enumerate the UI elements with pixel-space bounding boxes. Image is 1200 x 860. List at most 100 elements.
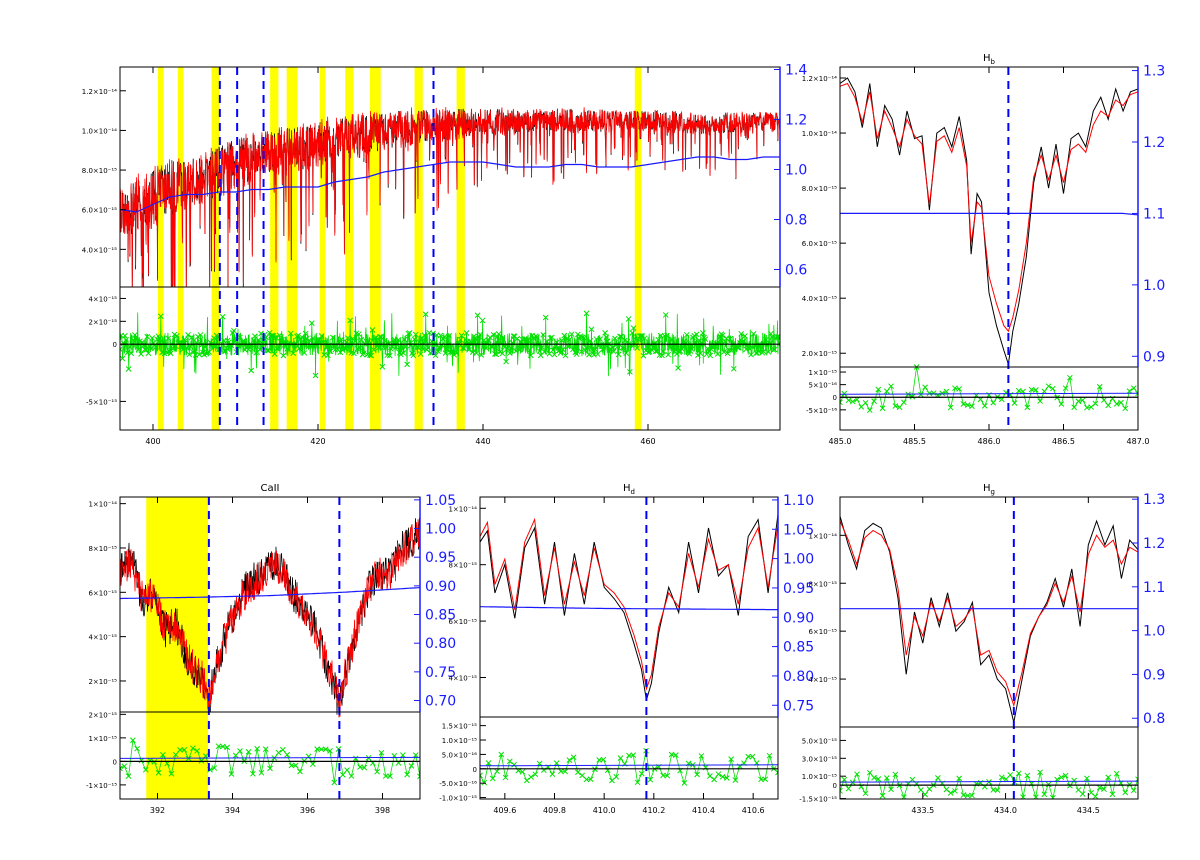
y-tick-label: 8×10⁻¹⁵ — [88, 545, 117, 553]
right-y-tick-label: 0.8 — [1143, 711, 1165, 727]
residual-y-tick-label: -1×10⁻¹⁵ — [86, 782, 117, 790]
right-y-tick-label: 0.80 — [425, 636, 456, 652]
residual-y-tick-label: 2×10⁻¹⁵ — [88, 318, 117, 326]
right-y-tick-label: 1.2 — [785, 113, 807, 129]
right-y-tick-label: 0.95 — [425, 550, 456, 566]
residual-trend-line — [840, 392, 1138, 395]
model-spectrum — [480, 517, 778, 691]
x-tick-label: 410.0 — [593, 806, 616, 815]
right-y-tick-label: 1.4 — [785, 63, 807, 79]
right-y-tick-label: 0.90 — [425, 579, 456, 595]
right-y-tick-label: 0.85 — [783, 640, 814, 656]
y-tick-label: 6×10⁻¹⁵ — [88, 589, 117, 597]
plot-area — [840, 67, 1138, 430]
residual-trend-line — [480, 764, 778, 767]
lower-frame — [119, 286, 781, 431]
residual-trend-line — [840, 780, 1138, 783]
y-tick-label: 1×10⁻¹⁴ — [448, 505, 477, 513]
right-y-tick-label: 0.90 — [783, 610, 814, 626]
x-tick-label: 392 — [150, 806, 165, 815]
y-tick-label: 4×10⁻¹⁵ — [448, 675, 477, 683]
model-spectrum — [840, 82, 1138, 333]
right-y-tick-label: 1.1 — [1143, 580, 1165, 596]
x-tick-label: 440 — [475, 437, 490, 446]
y-tick-label: 2.0×10⁻¹⁵ — [802, 350, 837, 358]
right-y-tick-label: 1.05 — [425, 493, 456, 509]
y-tick-label: 1.0×10⁻¹⁴ — [802, 130, 837, 138]
y-tick-label: 4.0×10⁻¹⁵ — [802, 295, 837, 303]
right-y-tick-label: 0.95 — [783, 581, 814, 597]
residual-y-tick-label: -1.5×10⁻¹⁵ — [799, 796, 837, 804]
continuum-curve — [840, 212, 1138, 216]
x-tick-label: 485.0 — [829, 437, 852, 446]
residual-y-tick-label: -5.0×10⁻¹⁶ — [439, 780, 477, 788]
continuum-curve — [480, 606, 778, 611]
x-tick-label: 410.4 — [692, 806, 715, 815]
right-y-tick-label: 0.75 — [783, 698, 814, 714]
residual-y-tick-label: 0 — [833, 394, 837, 402]
x-tick-label: 460 — [640, 437, 655, 446]
residual-y-tick-label: 3.0×10⁻¹⁵ — [802, 755, 837, 763]
panel-title: Hg — [983, 483, 995, 496]
right-y-tick-label: 0.85 — [425, 608, 456, 624]
observed-spectrum — [840, 77, 1138, 365]
residual-trend-line — [120, 756, 420, 759]
y-tick-label: 6×10⁻¹⁵ — [448, 618, 477, 626]
right-y-tick-label: 0.6 — [785, 263, 807, 279]
residual-y-tick-label: 5.0×10⁻¹⁶ — [442, 751, 477, 759]
lower-frame — [839, 726, 1139, 800]
y-tick-label: 6.0×10⁻¹⁵ — [82, 207, 117, 215]
residual-y-tick-label: 5.0×10⁻¹⁵ — [802, 737, 837, 745]
right-y-tick-label: 0.9 — [1143, 349, 1165, 365]
right-y-tick-label: 1.2 — [1143, 135, 1165, 151]
residual-y-tick-label: 1.0×10⁻¹⁵ — [442, 737, 477, 745]
mask-region-6 — [345, 67, 354, 430]
panel-title: Hd — [623, 483, 635, 496]
x-tick-label: 410.2 — [642, 806, 665, 815]
x-tick-label: 485.5 — [903, 437, 926, 446]
residual-y-tick-label: 2×10⁻¹⁵ — [88, 711, 117, 719]
model-spectrum — [840, 520, 1138, 708]
observed-spectrum — [120, 517, 420, 718]
residual-y-tick-label: -5×10⁻¹⁶ — [806, 407, 837, 415]
x-tick-label: 396 — [300, 806, 315, 815]
residual-y-tick-label: 0 — [113, 758, 117, 766]
plot-area — [120, 497, 420, 799]
y-tick-label: 1.0×10⁻¹⁴ — [82, 127, 117, 135]
plot-area — [840, 497, 1138, 799]
x-tick-label: 394 — [225, 806, 240, 815]
observed-spectrum — [480, 513, 778, 701]
mask-region-8 — [414, 67, 423, 430]
residual-y-tick-label: 0 — [833, 782, 837, 790]
x-tick-label: 434.0 — [994, 806, 1017, 815]
right-y-tick-label: 1.00 — [425, 522, 456, 538]
mask-region-7 — [369, 67, 381, 430]
residual-y-tick-label: 4×10⁻¹⁵ — [88, 295, 117, 303]
x-tick-label: 420 — [310, 437, 325, 446]
observed-spectrum — [840, 516, 1138, 723]
x-tick-label: 400 — [145, 437, 160, 446]
right-y-tick-label: 1.0 — [785, 163, 807, 179]
y-tick-label: 4.0×10⁻¹⁵ — [82, 246, 117, 254]
plot-area — [480, 497, 778, 799]
residual-y-tick-label: 1×10⁻¹⁵ — [88, 735, 117, 743]
panel-CaII: 392 394 396 398 2×10⁻¹⁵ 4×10⁻¹⁵ 6×10⁻¹⁵ 8×10⁻¹⁵… — [86, 483, 456, 815]
model-spectrum — [120, 107, 780, 288]
y-tick-label: 6.0×10⁻¹⁵ — [802, 240, 837, 248]
y-tick-label: 1.2×10⁻¹⁴ — [802, 75, 837, 83]
residual-line — [120, 738, 420, 783]
y-tick-label: 1.2×10⁻¹⁴ — [82, 88, 117, 96]
y-tick-label: 8×10⁻¹⁵ — [808, 580, 837, 588]
panel-title: CaII — [260, 483, 279, 494]
panel-Hg: 433.5 434.0 434.5 4×10⁻¹⁵ 6×10⁻¹⁵ 8×10⁻¹⁵ 1×10… — [799, 483, 1165, 815]
panel-title: Hb — [983, 53, 996, 66]
y-tick-label: 1×10⁻¹⁴ — [88, 501, 117, 509]
y-tick-label: 2×10⁻¹⁵ — [88, 678, 117, 686]
mask-region-0 — [157, 67, 164, 430]
mask-region-9 — [456, 67, 465, 430]
y-tick-label: 1×10⁻¹⁴ — [808, 532, 837, 540]
right-y-tick-label: 1.00 — [783, 552, 814, 568]
y-tick-label: 8.0×10⁻¹⁵ — [82, 167, 117, 175]
x-tick-label: 486.0 — [978, 437, 1001, 446]
